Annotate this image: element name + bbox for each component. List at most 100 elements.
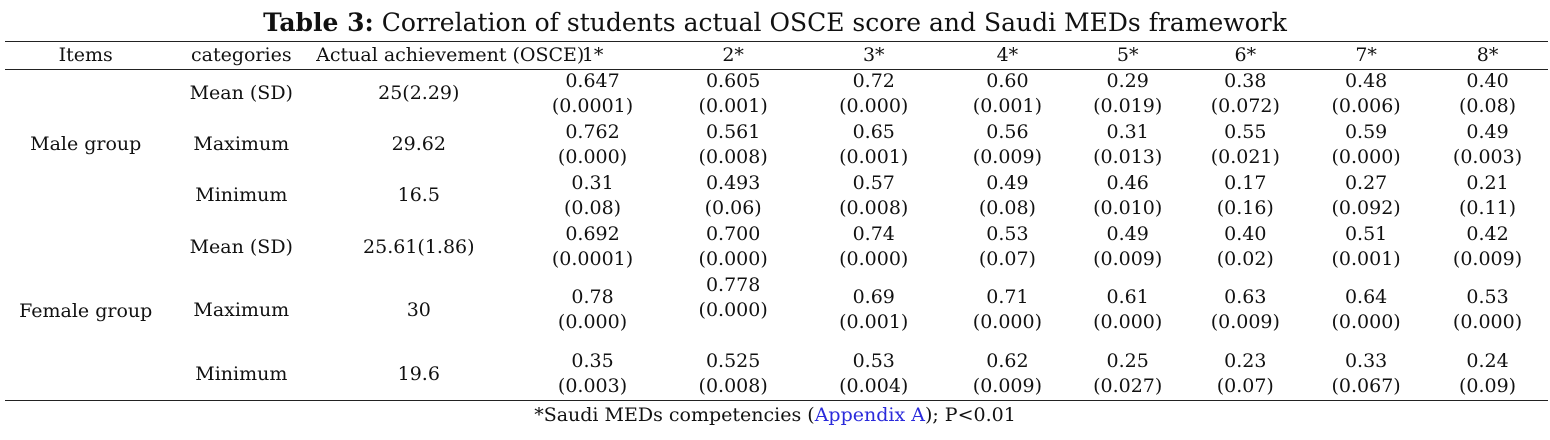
- p-value: (0.08): [978, 196, 1036, 219]
- correlation-cell: 0.24 (0.09): [1427, 347, 1548, 401]
- p-value: (0.008): [839, 196, 909, 219]
- table-caption-label: Table 3:: [263, 8, 374, 37]
- correlation-coefficient: 0.46: [1106, 171, 1149, 194]
- correlation-cell: 0.23 (0.07): [1185, 347, 1305, 401]
- correlation-coefficient: 0.24: [1466, 350, 1509, 372]
- correlation-cell: 0.69 (0.001): [803, 273, 945, 347]
- correlation-cell: 0.29 (0.019): [1070, 68, 1185, 119]
- correlation-coefficient: 0.59: [1344, 120, 1388, 143]
- correlation-cell: 0.51 (0.001): [1305, 221, 1427, 273]
- correlation-cell: 0.17 (0.16): [1185, 170, 1305, 221]
- p-value: (0.001): [839, 311, 909, 333]
- table-body: Male group Mean (SD) 25(2.29) 0.647 (0.00…: [5, 68, 1548, 401]
- correlation-coefficient: 0.700: [705, 223, 761, 245]
- correlation-cell: 0.605 (0.001): [664, 68, 803, 119]
- correlation-cell: 0.692 (0.0001): [521, 221, 663, 273]
- p-value: (0.003): [557, 375, 628, 397]
- header-rule: [5, 69, 1548, 70]
- table-header-row: Items categories Actual achievement (OSC…: [5, 42, 1548, 68]
- p-value: (0.009): [1452, 248, 1523, 270]
- p-value: (0.000): [1331, 311, 1401, 333]
- correlation-cell: 0.40 (0.02): [1185, 221, 1305, 273]
- correlation-coefficient: 0.561: [705, 120, 761, 143]
- category-cell: Mean (SD): [189, 82, 293, 104]
- p-value: (0.000): [839, 94, 909, 117]
- correlation-coefficient: 0.49: [986, 171, 1029, 194]
- header-competency-4: 4*: [996, 44, 1019, 66]
- correlation-cell: 0.48 (0.006): [1305, 68, 1427, 119]
- p-value: (0.08): [1458, 94, 1517, 117]
- p-value: (0.08): [563, 196, 622, 219]
- correlation-cell: 0.778 (0.000): [664, 273, 803, 347]
- category-cell: Maximum: [193, 133, 290, 155]
- correlation-cell: 0.49 (0.003): [1427, 119, 1548, 170]
- header-competency-8: 8*: [1476, 44, 1499, 66]
- osce-cell: 29.62: [391, 133, 446, 155]
- correlation-coefficient: 0.27: [1344, 171, 1388, 194]
- p-value: (0.008): [698, 375, 768, 397]
- table-row: Male group Mean (SD) 25(2.29) 0.647 (0.00…: [5, 68, 1548, 156]
- p-value: (0.000): [1093, 311, 1163, 333]
- p-value: (0.067): [1331, 375, 1401, 397]
- osce-cell: 16.5: [397, 184, 440, 206]
- p-value: (0.006): [1331, 94, 1401, 117]
- correlation-coefficient: 0.38: [1224, 69, 1267, 92]
- correlation-cell: 0.53 (0.07): [945, 221, 1070, 273]
- p-value: (0.021): [1210, 145, 1280, 168]
- table-footnote: *Saudi MEDs competencies (Appendix A); P…: [0, 400, 1550, 430]
- correlation-coefficient: 0.53: [1466, 286, 1509, 308]
- correlation-coefficient: 0.23: [1224, 350, 1267, 372]
- p-value: (0.000): [1452, 311, 1523, 333]
- p-value: (0.092): [1331, 196, 1401, 219]
- correlation-cell: 0.55 (0.021): [1185, 119, 1305, 170]
- p-value: (0.009): [972, 145, 1042, 168]
- header-competency-6: 6*: [1234, 44, 1257, 66]
- p-value: (0.008): [698, 145, 768, 168]
- bottom-rule: [5, 400, 1548, 401]
- header-categories: categories: [190, 44, 292, 66]
- correlation-coefficient: 0.42: [1466, 223, 1509, 245]
- correlation-coefficient: 0.72: [852, 69, 895, 92]
- p-value: (0.009): [972, 375, 1042, 397]
- correlation-cell: 0.647 (0.0001): [521, 68, 663, 119]
- table-row: Maximum 29.62 0.762 (0.000) 0.561 (0.008) …: [5, 119, 1548, 170]
- correlation-coefficient: 0.31: [1106, 120, 1149, 143]
- correlation-cell: 0.35 (0.003): [521, 347, 663, 401]
- correlation-cell: 0.33 (0.067): [1305, 347, 1427, 401]
- p-value: (0.010): [1093, 196, 1163, 219]
- correlation-cell: 0.49 (0.009): [1070, 221, 1185, 273]
- correlation-cell: 0.64 (0.000): [1305, 273, 1427, 347]
- correlation-coefficient: 0.692: [565, 223, 620, 245]
- correlation-coefficient: 0.49: [1466, 120, 1509, 143]
- correlation-cell: 0.53 (0.000): [1427, 273, 1548, 347]
- correlation-coefficient: 0.40: [1466, 69, 1509, 92]
- correlation-coefficient: 0.493: [705, 171, 761, 194]
- correlation-coefficient: 0.60: [986, 69, 1029, 92]
- p-value: (0.019): [1093, 94, 1163, 117]
- correlation-cell: 0.27 (0.092): [1305, 170, 1427, 221]
- p-value: (0.000): [698, 299, 768, 321]
- table-row: Minimum 19.6 0.35 (0.003) 0.525 (0.008) 0.…: [5, 347, 1548, 401]
- group-label-male: Male group: [30, 133, 142, 155]
- p-value: (0.009): [1210, 311, 1280, 333]
- correlation-coefficient: 0.57: [852, 171, 895, 194]
- correlation-cell: 0.40 (0.08): [1427, 68, 1548, 119]
- correlation-cell: 0.53 (0.004): [803, 347, 945, 401]
- category-cell: Minimum: [195, 184, 288, 206]
- correlation-coefficient: 0.65: [852, 120, 895, 143]
- correlation-coefficient: 0.29: [1106, 69, 1149, 92]
- appendix-a-link[interactable]: Appendix A: [814, 404, 925, 426]
- correlation-coefficient: 0.35: [571, 350, 614, 372]
- p-value: (0.07): [1216, 375, 1274, 397]
- correlation-cell: 0.60 (0.001): [945, 68, 1070, 119]
- p-value: (0.072): [1210, 94, 1280, 117]
- p-value: (0.001): [972, 94, 1042, 117]
- p-value: (0.001): [1331, 248, 1401, 270]
- p-value: (0.11): [1458, 196, 1517, 219]
- header-competency-2: 2*: [722, 44, 744, 66]
- header-competency-1: 1*: [581, 44, 604, 66]
- header-competency-5: 5*: [1116, 44, 1139, 66]
- p-value: (0.000): [557, 311, 628, 333]
- osce-cell: 25(2.29): [378, 82, 460, 104]
- footnote-prefix: *Saudi MEDs competencies (: [534, 404, 815, 426]
